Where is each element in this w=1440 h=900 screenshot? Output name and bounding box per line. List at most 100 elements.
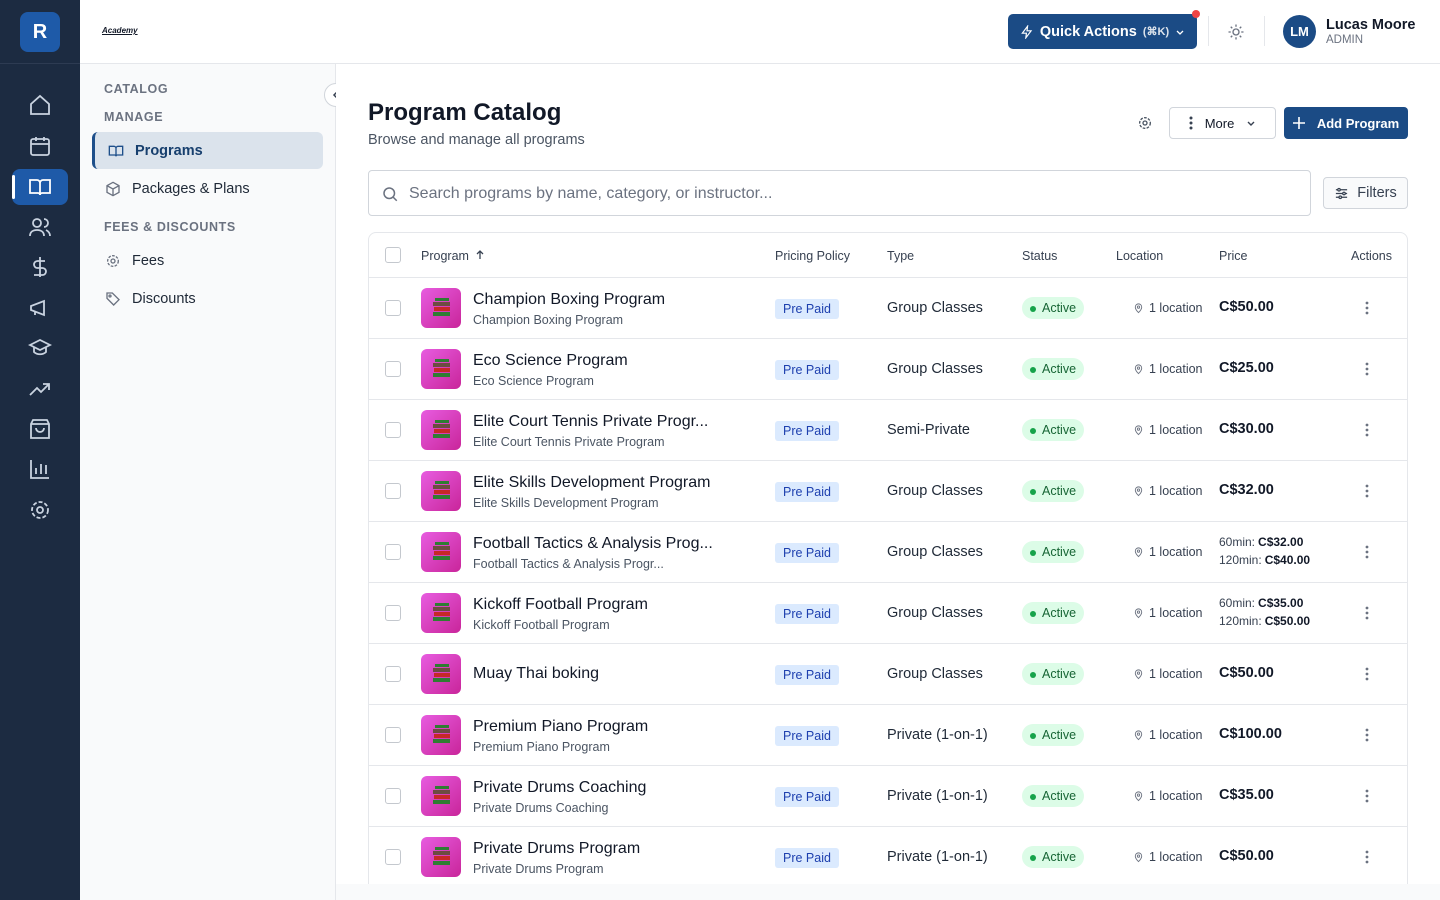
table-row: Elite Court Tennis Private Progr... Elite… xyxy=(369,399,1407,460)
row-actions[interactable] xyxy=(1365,728,1371,742)
program-subtitle: Eco Science Program xyxy=(473,374,594,388)
row-checkbox[interactable] xyxy=(385,788,401,804)
table-row: Muay Thai boking Pre Paid Group Classes Act… xyxy=(369,643,1407,704)
program-name[interactable]: Private Drums Coaching xyxy=(473,779,647,796)
table-row: Private Drums Coaching Private Drums Coac… xyxy=(369,765,1407,826)
column-header: Price xyxy=(1219,249,1248,263)
nav-label: Programs xyxy=(135,142,203,159)
nav-item[interactable]: Packages & Plans xyxy=(92,170,323,207)
sidebar-title: CATALOG xyxy=(104,82,169,96)
location: 1 location xyxy=(1133,667,1203,681)
status-badge: Active xyxy=(1022,480,1085,502)
row-checkbox[interactable] xyxy=(385,849,401,865)
row-actions[interactable] xyxy=(1365,362,1371,376)
nav-item[interactable]: Programs xyxy=(92,132,323,169)
marketing-icon[interactable] xyxy=(28,296,52,320)
location-text: 1 location xyxy=(1149,606,1203,620)
notification-dot xyxy=(1192,10,1200,18)
logo[interactable]: R xyxy=(20,12,60,52)
price-duration: 120min: xyxy=(1219,553,1262,567)
shortcut: (⌘K) xyxy=(1142,26,1170,38)
program-thumbnail xyxy=(421,776,461,816)
pricing-badge: Pre Paid xyxy=(775,726,839,746)
row-checkbox[interactable] xyxy=(385,300,401,316)
store-icon[interactable] xyxy=(28,417,52,441)
select-all[interactable] xyxy=(385,247,401,263)
column-header[interactable]: Program xyxy=(421,249,485,263)
nav-rail: R xyxy=(0,0,80,900)
divider xyxy=(1264,16,1265,46)
settings-icon[interactable] xyxy=(28,498,52,522)
row-actions[interactable] xyxy=(1365,789,1371,803)
program-type: Group Classes xyxy=(887,483,983,499)
location-text: 1 location xyxy=(1149,423,1203,437)
billing-icon[interactable] xyxy=(28,255,52,279)
program-name[interactable]: Elite Skills Development Program xyxy=(473,474,711,491)
status-badge: Active xyxy=(1022,785,1085,807)
program-subtitle: Champion Boxing Program xyxy=(473,313,624,327)
quick-actions-button[interactable]: Quick Actions (⌘K) xyxy=(1008,14,1197,49)
theme-toggle[interactable] xyxy=(1227,23,1245,41)
program-thumbnail xyxy=(421,715,461,755)
program-name[interactable]: Premium Piano Program xyxy=(473,718,649,735)
nav-label: Packages & Plans xyxy=(132,180,250,197)
nav-item[interactable]: Discounts xyxy=(92,280,323,317)
status-badge: Active xyxy=(1022,602,1085,624)
program-name[interactable]: Champion Boxing Program xyxy=(473,291,666,308)
search-input[interactable]: Search programs by name, category, or in… xyxy=(368,170,1311,216)
program-type: Group Classes xyxy=(887,361,983,377)
trends-icon[interactable] xyxy=(28,377,52,401)
row-actions[interactable] xyxy=(1365,850,1371,864)
row-actions[interactable] xyxy=(1365,606,1371,620)
column-header: Type xyxy=(887,249,915,263)
price-line: 60min: C$32.00 xyxy=(1219,535,1303,549)
avatar[interactable]: LM xyxy=(1283,15,1316,48)
top-bar: Academy Quick Actions (⌘K) LM Lucas Moor… xyxy=(80,0,1440,64)
row-checkbox[interactable] xyxy=(385,361,401,377)
program-name[interactable]: Eco Science Program xyxy=(473,352,628,369)
catalog-icon[interactable] xyxy=(28,175,52,199)
pricing-badge: Pre Paid xyxy=(775,299,839,319)
calendar-icon[interactable] xyxy=(28,134,52,158)
row-actions[interactable] xyxy=(1365,484,1371,498)
pricing-badge: Pre Paid xyxy=(775,360,839,380)
row-checkbox[interactable] xyxy=(385,666,401,682)
row-checkbox[interactable] xyxy=(385,727,401,743)
program-name[interactable]: Kickoff Football Program xyxy=(473,596,648,613)
price-amount: C$32.00 xyxy=(1258,535,1304,549)
settings-button[interactable] xyxy=(1137,115,1153,131)
row-actions[interactable] xyxy=(1365,667,1371,681)
table-row: Kickoff Football Program Kickoff Football… xyxy=(369,582,1407,643)
row-actions[interactable] xyxy=(1365,545,1371,559)
row-actions[interactable] xyxy=(1365,423,1371,437)
program-type: Private (1-on-1) xyxy=(887,727,988,743)
row-checkbox[interactable] xyxy=(385,544,401,560)
price-line: 120min: C$40.00 xyxy=(1219,553,1310,567)
filters-button[interactable]: Filters xyxy=(1323,177,1408,209)
program-name[interactable]: Football Tactics & Analysis Prog... xyxy=(473,535,713,552)
more-button[interactable]: More xyxy=(1169,107,1276,139)
status-badge: Active xyxy=(1022,419,1085,441)
education-icon[interactable] xyxy=(28,336,52,360)
program-name[interactable]: Muay Thai boking xyxy=(473,665,599,682)
program-name[interactable]: Elite Court Tennis Private Progr... xyxy=(473,413,709,430)
nav-item[interactable]: Fees xyxy=(92,242,323,279)
price-duration: 60min: xyxy=(1219,596,1256,610)
row-checkbox[interactable] xyxy=(385,483,401,499)
program-name[interactable]: Private Drums Program xyxy=(473,840,641,857)
home-icon[interactable] xyxy=(28,93,52,117)
status-badge: Active xyxy=(1022,358,1085,380)
row-actions[interactable] xyxy=(1365,301,1371,315)
users-icon[interactable] xyxy=(28,215,52,239)
row-checkbox[interactable] xyxy=(385,605,401,621)
location-text: 1 location xyxy=(1149,545,1203,559)
program-subtitle: Kickoff Football Program xyxy=(473,618,610,632)
row-checkbox[interactable] xyxy=(385,422,401,438)
location: 1 location xyxy=(1133,850,1203,864)
program-subtitle: Premium Piano Program xyxy=(473,740,610,754)
reports-icon[interactable] xyxy=(28,457,52,481)
program-type: Group Classes xyxy=(887,605,983,621)
column-header: Pricing Policy xyxy=(775,249,851,263)
add-program-button[interactable]: Add Program xyxy=(1284,107,1408,139)
